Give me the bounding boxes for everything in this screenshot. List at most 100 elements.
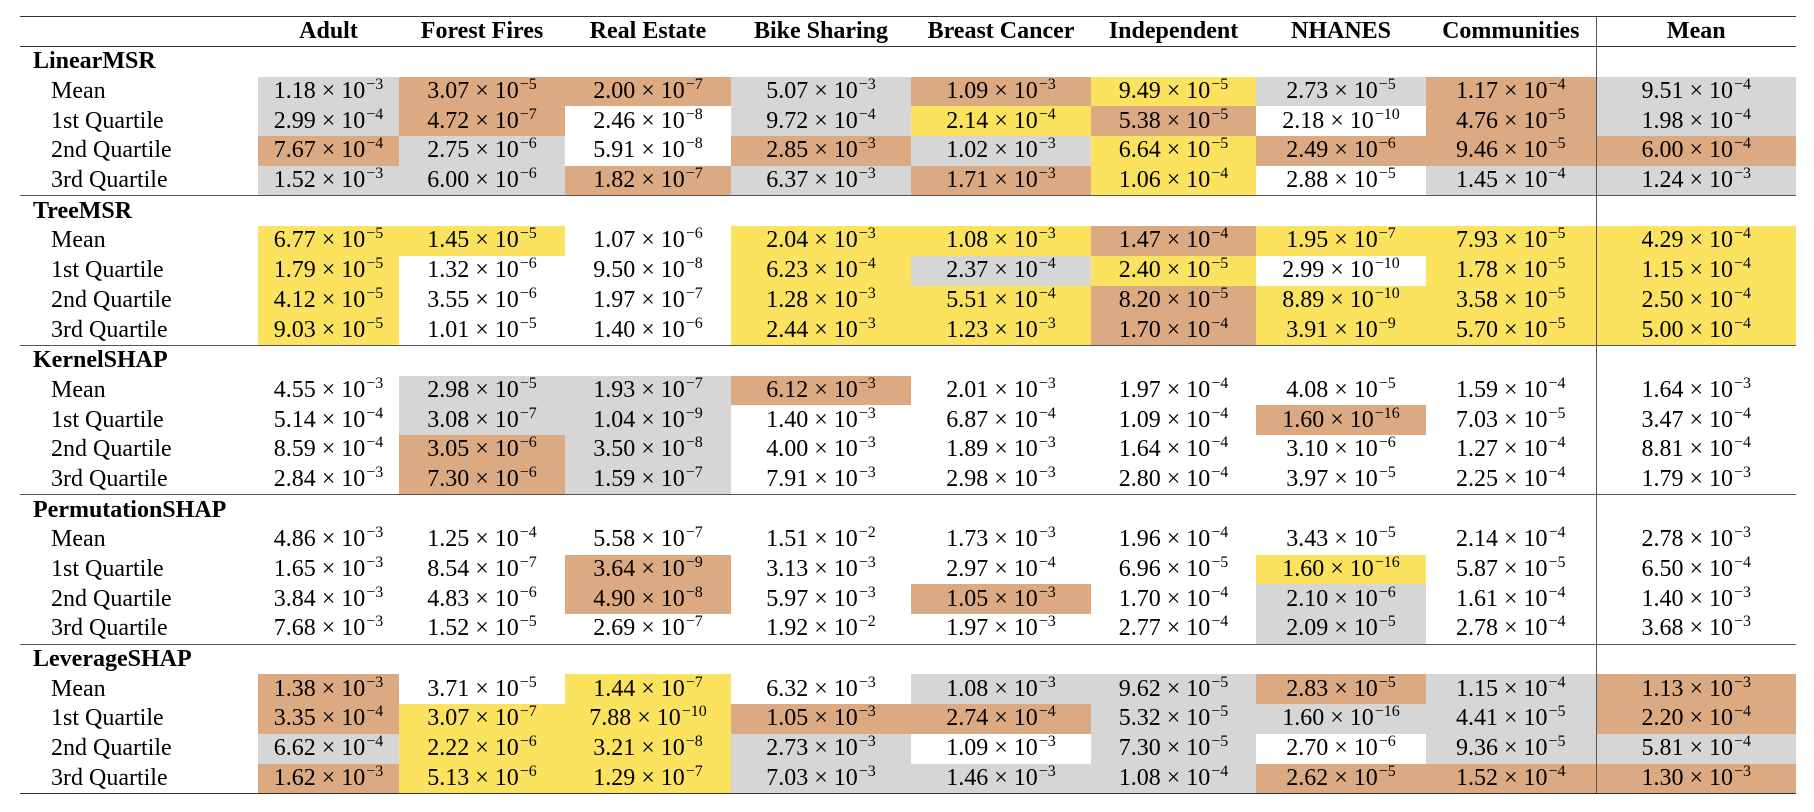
times-ten: × 10 <box>1683 137 1733 164</box>
value-mantissa: 1.97 <box>593 286 636 313</box>
column-header: Bike Sharing <box>731 16 911 47</box>
value-exponent: −6 <box>519 255 537 273</box>
value-exponent: −4 <box>1038 554 1056 572</box>
value-cell: 2.49 × 10−6 <box>1256 135 1426 166</box>
value-mantissa: 3.71 <box>427 675 470 702</box>
times-ten: × 10 <box>1160 107 1211 134</box>
value-cell: 1.09 × 10−4 <box>1091 405 1256 435</box>
value-cell: 5.07 × 10−3 <box>731 76 911 107</box>
value-mantissa: 3.43 <box>1286 526 1329 553</box>
value-mantissa: 6.87 <box>946 406 989 433</box>
value-cell: 1.92 × 10−2 <box>731 613 911 644</box>
times-ten: × 10 <box>469 705 519 732</box>
value-exponent: −6 <box>519 284 537 302</box>
times-ten: × 10 <box>1324 107 1374 134</box>
value-mantissa: 6.37 <box>766 167 809 194</box>
value-mantissa: 4.83 <box>427 585 470 612</box>
value-exponent: −4 <box>1734 404 1752 422</box>
value-exponent: −3 <box>858 165 876 183</box>
value-mantissa: 2.18 <box>1282 107 1325 134</box>
value-cell: 1.82 × 10−7 <box>565 165 731 196</box>
times-ten: × 10 <box>1328 465 1378 492</box>
value-mantissa: 3.08 <box>427 406 470 433</box>
value-exponent: −3 <box>858 225 876 243</box>
value-cell: 2.04 × 10−3 <box>731 225 911 256</box>
mean-column-spacer <box>1595 494 1796 525</box>
times-ten: × 10 <box>808 167 858 194</box>
value-mantissa: 8.54 <box>427 556 470 583</box>
value-mantissa: 1.28 <box>766 286 809 313</box>
value-cell: 9.50 × 10−8 <box>565 255 731 286</box>
value-cell: 7.91 × 10−3 <box>731 464 911 495</box>
table-row: 1st Quartile 5.14 × 10−4 3.08 × 10−7 1.04 ×… <box>20 405 1796 435</box>
value-cell: 1.40 × 10−3 <box>731 405 911 435</box>
value-mantissa: 5.70 <box>1455 316 1498 343</box>
value-exponent: −7 <box>1378 225 1396 243</box>
times-ten: × 10 <box>1328 376 1378 403</box>
value-exponent: −3 <box>858 583 876 601</box>
value-cell: 3.68 × 10−3 <box>1595 613 1796 645</box>
times-ten: × 10 <box>988 257 1038 284</box>
value-exponent: −5 <box>1211 554 1229 572</box>
value-cell: 2.73 × 10−3 <box>731 733 911 764</box>
value-mantissa: 1.18 <box>273 78 316 105</box>
value-exponent: −8 <box>685 583 703 601</box>
value-cell: 8.81 × 10−4 <box>1595 434 1796 465</box>
value-exponent: −16 <box>1374 703 1400 721</box>
value-exponent: −3 <box>1038 225 1056 243</box>
times-ten: × 10 <box>469 735 519 762</box>
times-ten: × 10 <box>469 167 519 194</box>
value-exponent: −4 <box>1734 314 1752 332</box>
value-cell: 2.09 × 10−5 <box>1256 613 1426 645</box>
times-ten: × 10 <box>315 257 366 284</box>
times-ten: × 10 <box>808 615 858 642</box>
row-label: Mean <box>51 376 106 403</box>
value-exponent: −5 <box>1211 733 1229 751</box>
times-ten: × 10 <box>1160 526 1211 553</box>
times-ten: × 10 <box>1683 705 1733 732</box>
column-header: Mean <box>1595 16 1796 47</box>
mean-column-spacer <box>1595 195 1796 227</box>
times-ten: × 10 <box>1497 526 1548 553</box>
times-ten: × 10 <box>469 675 519 702</box>
times-ten: × 10 <box>808 406 858 433</box>
row-label: 2nd Quartile <box>51 137 172 164</box>
times-ten: × 10 <box>1497 107 1548 134</box>
times-ten: × 10 <box>635 227 685 254</box>
times-ten: × 10 <box>808 257 858 284</box>
value-mantissa: 1.29 <box>593 764 636 791</box>
table-row: 2nd Quartile 3.84 × 10−3 4.83 × 10−6 4.90 ×… <box>20 583 1796 615</box>
value-mantissa: 1.15 <box>1641 257 1684 284</box>
times-ten: × 10 <box>1328 585 1378 612</box>
value-cell: 3.50 × 10−8 <box>565 434 731 465</box>
value-mantissa: 1.05 <box>766 705 809 732</box>
value-mantissa: 1.17 <box>1455 78 1498 105</box>
value-exponent: −4 <box>1211 583 1229 601</box>
value-cell: 7.93 × 10−5 <box>1426 225 1596 256</box>
value-cell: 1.52 × 10−3 <box>258 165 399 196</box>
value-cell: 5.38 × 10−5 <box>1091 105 1256 137</box>
times-ten: × 10 <box>1683 764 1733 791</box>
value-cell: 1.70 × 10−4 <box>1091 584 1256 614</box>
row-label: 3rd Quartile <box>20 763 258 795</box>
times-ten: × 10 <box>988 227 1038 254</box>
value-exponent: −4 <box>1211 524 1229 542</box>
value-exponent: −5 <box>1378 762 1396 780</box>
value-exponent: −4 <box>1038 255 1056 273</box>
times-ten: × 10 <box>1160 705 1211 732</box>
value-cell: 5.58 × 10−7 <box>565 524 731 555</box>
value-mantissa: 6.77 <box>273 227 316 254</box>
times-ten: × 10 <box>988 615 1038 642</box>
value-exponent: −5 <box>1211 105 1229 123</box>
row-label: 1st Quartile <box>51 107 164 134</box>
value-mantissa: 4.08 <box>1286 376 1329 403</box>
times-ten: × 10 <box>635 107 685 134</box>
times-ten: × 10 <box>635 137 685 164</box>
column-header: Real Estate <box>565 16 731 47</box>
value-cell: 3.35 × 10−4 <box>258 703 399 734</box>
value-exponent: −3 <box>858 434 876 452</box>
value-exponent: −4 <box>1548 524 1566 542</box>
times-ten: × 10 <box>988 78 1038 105</box>
value-mantissa: 2.97 <box>946 556 989 583</box>
times-ten: × 10 <box>1683 406 1733 433</box>
